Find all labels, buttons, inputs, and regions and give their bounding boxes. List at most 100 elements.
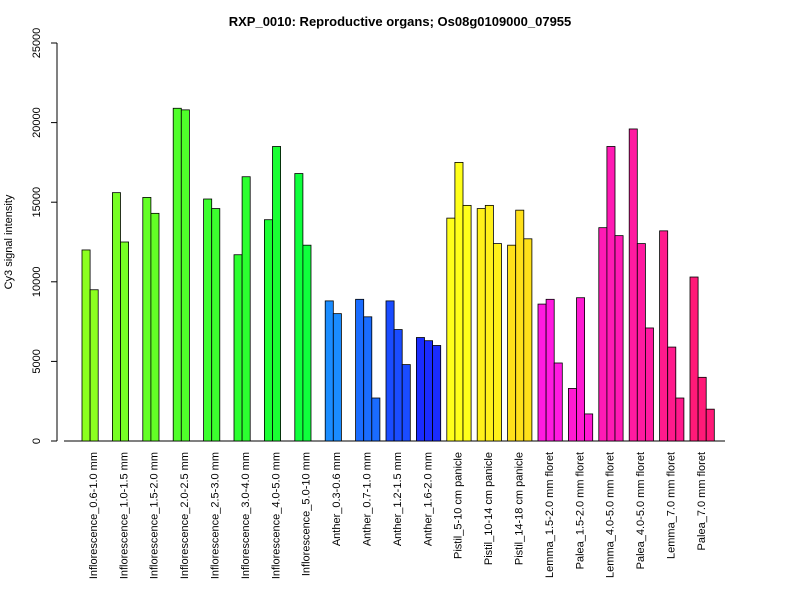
bar	[614, 235, 624, 442]
bar	[523, 238, 533, 442]
bar-group	[476, 204, 502, 442]
y-tick-label: 10000	[31, 267, 43, 298]
bar-group	[385, 300, 411, 442]
bar-group	[233, 176, 251, 442]
bar	[211, 208, 221, 442]
bar	[401, 364, 411, 442]
bar-group	[507, 209, 533, 442]
bar	[294, 173, 304, 442]
category-labels: Inflorescence_0.6-1.0 mm Inflorescence_1.…	[88, 452, 708, 579]
bar	[142, 197, 152, 442]
bar	[203, 198, 213, 442]
x-category-label: Pistil_14-18 cm panicle	[514, 452, 526, 565]
bar	[81, 249, 91, 442]
bar	[393, 329, 403, 442]
bar	[355, 298, 365, 442]
bar	[172, 107, 182, 442]
bar-group	[203, 198, 221, 442]
x-category-label: Inflorescence_2.0-2.5 mm	[179, 452, 191, 579]
x-category-label: Inflorescence_1.0-1.5 mm	[118, 452, 130, 579]
bar	[454, 161, 464, 442]
bar-group	[112, 192, 130, 442]
bar-group	[415, 337, 442, 442]
y-tick-label: 15000	[31, 187, 43, 218]
x-category-label: Inflorescence_0.6-1.0 mm	[88, 452, 100, 579]
bar-group	[568, 297, 594, 442]
bar	[415, 337, 425, 442]
bar	[233, 254, 243, 442]
bar	[385, 300, 395, 442]
x-category-label: Pistil_5-10 cm panicle	[453, 452, 465, 559]
bar	[636, 243, 646, 442]
bar	[675, 397, 685, 442]
bar	[598, 227, 608, 442]
bar	[272, 146, 282, 442]
x-category-label: Palea_4.0-5.0 mm floret	[635, 452, 647, 569]
y-tick-label: 0	[31, 438, 43, 444]
bar-group	[172, 107, 190, 442]
bar-group	[659, 230, 685, 442]
x-category-label: Lemma_1.5-2.0 mm floret	[544, 452, 556, 578]
x-category-label: Palea_1.5-2.0 mm floret	[574, 452, 586, 569]
x-category-label: Anther_1.6-2.0 mm	[422, 452, 434, 546]
y-axis: 0 5000 10000 15000 20000 25000	[31, 28, 58, 444]
bar	[363, 316, 373, 442]
bar	[432, 345, 442, 442]
bar-group	[628, 128, 654, 442]
x-category-label: Pistil_10-14 cm panicle	[483, 452, 495, 565]
x-category-label: Lemma_4.0-5.0 mm floret	[605, 452, 617, 578]
bar-group	[294, 173, 312, 442]
bar	[659, 230, 669, 442]
bar	[667, 346, 677, 442]
bar	[705, 408, 715, 442]
bar	[553, 362, 563, 442]
bar	[112, 192, 121, 442]
bar	[507, 244, 517, 442]
y-tick-label: 25000	[31, 28, 43, 59]
bar	[576, 297, 586, 442]
bar	[462, 204, 472, 442]
bar	[689, 276, 699, 442]
bar	[263, 219, 273, 442]
bar-group	[142, 197, 160, 442]
bar	[484, 204, 494, 442]
y-axis-label: Cy3 signal intensity	[3, 194, 15, 289]
bar-group	[689, 276, 715, 442]
bar	[89, 289, 99, 442]
bar	[537, 303, 547, 442]
bar	[584, 413, 594, 442]
bar-group	[598, 146, 624, 442]
bar	[545, 298, 555, 442]
bar	[324, 300, 334, 442]
x-category-label: Anther_0.3-0.6 mm	[331, 452, 343, 546]
bar	[424, 340, 434, 442]
x-category-label: Inflorescence_5.0-10 mm	[301, 452, 313, 576]
bar	[150, 212, 160, 442]
x-category-label: Inflorescence_2.5-3.0 mm	[210, 452, 222, 579]
bar-group	[446, 161, 472, 442]
chart-title: RXP_0010: Reproductive organs; Os08g0109…	[229, 14, 572, 29]
bar	[332, 313, 342, 442]
bars-layer	[81, 107, 715, 442]
bar	[446, 217, 456, 442]
x-category-label: Anther_0.7-1.0 mm	[362, 452, 374, 546]
x-category-label: Palea_7.0 mm floret	[696, 452, 708, 550]
x-category-label: Inflorescence_4.0-5.0 mm	[270, 452, 282, 579]
bar	[697, 376, 707, 442]
bar	[180, 109, 190, 442]
x-category-label: Anther_1.2-1.5 mm	[392, 452, 404, 546]
bar	[492, 243, 502, 442]
bar	[628, 128, 638, 442]
bar-group	[263, 146, 282, 442]
x-category-label: Inflorescence_3.0-4.0 mm	[240, 452, 252, 579]
bar	[120, 241, 130, 442]
bar	[302, 244, 312, 442]
bar	[606, 146, 616, 442]
y-tick-label: 5000	[31, 349, 43, 373]
bar-group	[324, 300, 342, 442]
bar-group	[355, 298, 381, 442]
x-category-label: Inflorescence_1.5-2.0 mm	[149, 452, 161, 579]
bar-group	[537, 298, 563, 442]
